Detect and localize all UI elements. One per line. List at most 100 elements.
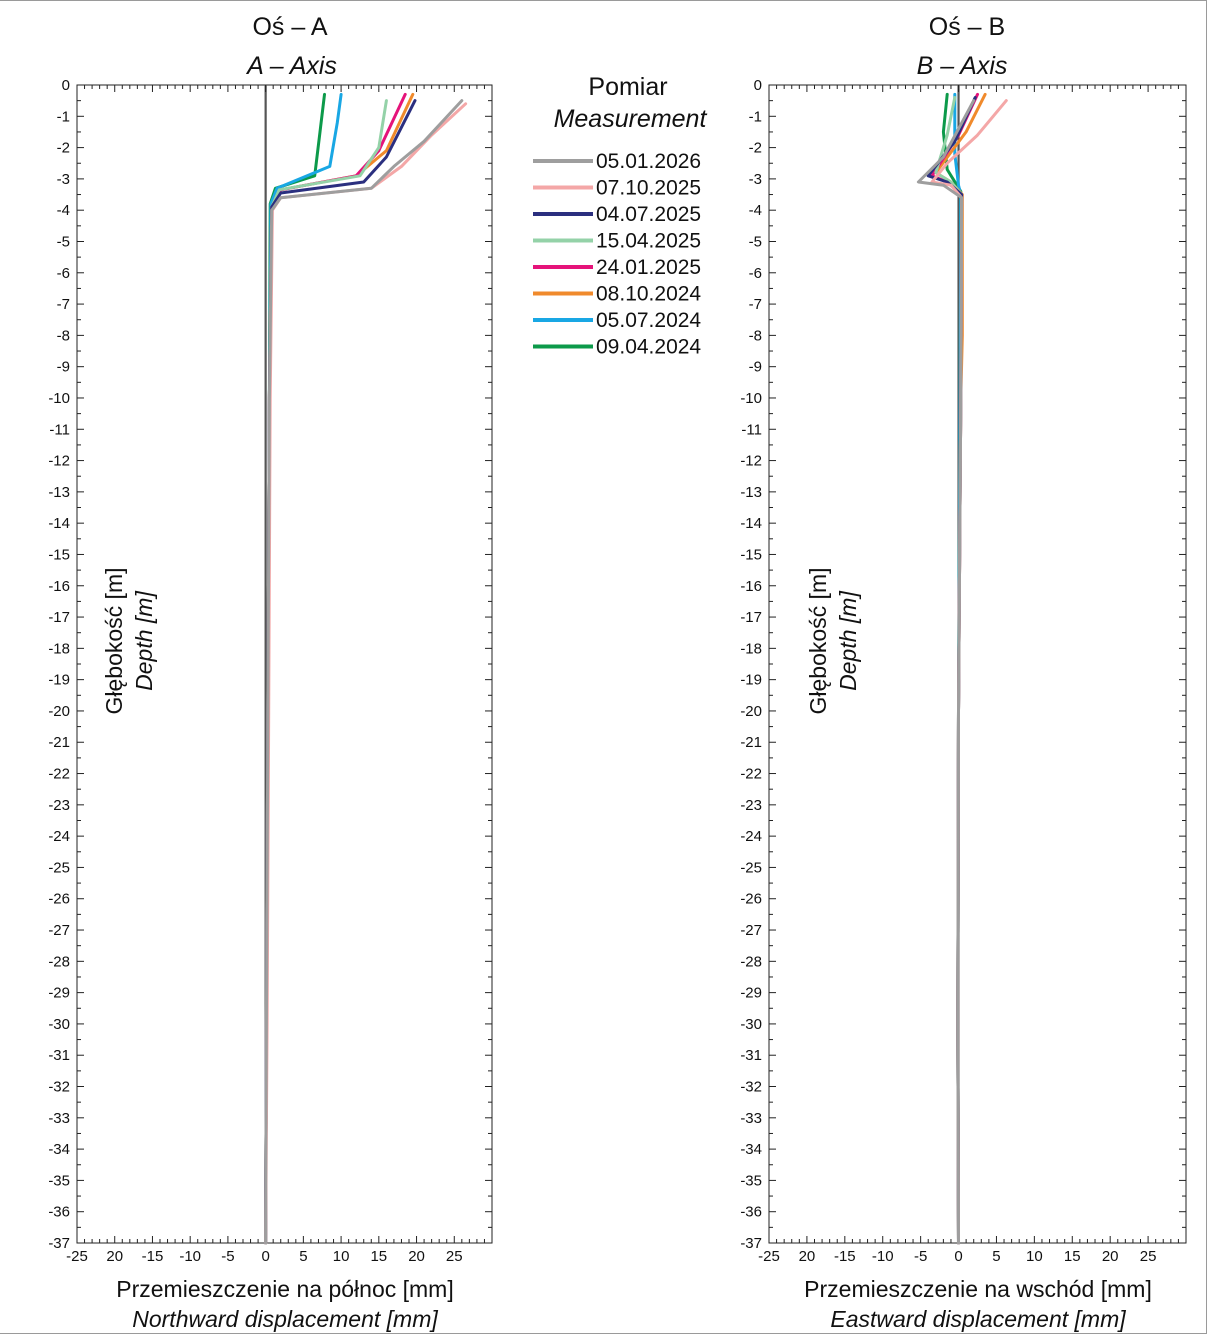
chart-b-y-tick-label: -31 (740, 1047, 762, 1064)
chart-b-series-line (916, 99, 976, 1245)
chart-a-y-tick-label: -37 (48, 1235, 70, 1252)
chart-a-y-tick-label: -22 (48, 766, 70, 783)
chart-a-y-tick-label: -15 (48, 546, 70, 563)
chart-a-y-tick-label: -7 (57, 296, 70, 313)
chart-a-x-tick-label: -25 (66, 1248, 88, 1265)
chart-a-ylabel: Głębokość [m] (101, 568, 127, 715)
chart-b-y-tick-label: -17 (740, 609, 762, 626)
chart-a-y-tick-label: -8 (57, 327, 70, 344)
chart-a-y-tick-label: -5 (57, 233, 70, 250)
chart-b-y-tick-label: -20 (740, 703, 762, 720)
chart-b-x-tick-label: 20 (799, 1248, 816, 1265)
chart-a-y-tick-label: -14 (48, 515, 70, 532)
chart-a-y-tick-label: -9 (57, 359, 70, 376)
chart-a-y-tick-label: -4 (57, 202, 70, 219)
chart-a-y-tick-label: -23 (48, 797, 70, 814)
chart-a-x-tick-label: 10 (333, 1248, 350, 1265)
chart-a-plot: -25 20 -15 -10 -5 0 5 10 15 20 25 0 -1 -2 -3 -4 -5 -6 -7 -8… (48, 77, 493, 1265)
chart-b-x-tick-label: 25 (1140, 1248, 1157, 1265)
chart-b-y-tick-label: -15 (740, 546, 762, 563)
chart-a-x-tick-label: -10 (179, 1248, 201, 1265)
chart-b-y-tick-label: -26 (740, 891, 762, 908)
chart-b-x-tick-label: 10 (1026, 1248, 1043, 1265)
chart-a-title: Oś – A (252, 13, 327, 41)
legend-entry-label: 15.04.2025 (596, 230, 701, 253)
chart-b-xlabel2: Eastward displacement [mm] (830, 1306, 1126, 1332)
chart-a-series-line (264, 92, 326, 1245)
legend-entry-label: 08.10.2024 (596, 283, 701, 306)
legend-entry-label: 05.01.2026 (596, 150, 701, 173)
chart-b-y-tick-label: -30 (740, 1016, 762, 1033)
chart-a-y-tick-label: -3 (57, 171, 70, 188)
chart-a-x-tick-label: 25 (446, 1248, 463, 1265)
chart-b-y-tick-label: -5 (749, 233, 762, 250)
legend-title: Pomiar (588, 73, 667, 101)
chart-a-y-tick-label: -36 (48, 1204, 70, 1221)
chart-b-ylabel: Głębokość [m] (805, 568, 831, 715)
chart-a-y-tick-label: -33 (48, 1110, 70, 1127)
chart-a-y-tick-label: -17 (48, 609, 70, 626)
chart-a-x-tick-label: 0 (261, 1248, 269, 1265)
chart-a-x-tick-label: 20 (106, 1248, 123, 1265)
legend-entry-label: 04.07.2025 (596, 203, 701, 226)
chart-a-subtitle: A – Axis (245, 52, 337, 80)
chart-b-y-tick-label: -4 (749, 202, 762, 219)
chart-b-y-tick-label: -32 (740, 1079, 762, 1096)
chart-b-x-tick-label: 20 (1102, 1248, 1119, 1265)
chart-a-y-tick-label: -2 (57, 140, 70, 157)
chart-a-y-tick-label: -32 (48, 1079, 70, 1096)
chart-a-y-tick-label: -18 (48, 640, 70, 657)
chart-a-y-tick-label: -1 (57, 108, 70, 125)
chart-b-x-tick-label: 15 (1064, 1248, 1081, 1265)
chart-a-series-line (264, 99, 417, 1245)
chart-b-y-tick-label: -33 (740, 1110, 762, 1127)
chart-b-y-tick-label: 0 (754, 77, 762, 94)
chart-a-x-tick-label: -5 (221, 1248, 234, 1265)
chart-b-y-tick-label: -2 (749, 140, 762, 157)
chart-b-series-line (930, 92, 979, 1245)
chart-a-y-tick-label: -13 (48, 484, 70, 501)
chart-a-series-line (264, 99, 464, 1245)
chart-b-plot: -25 20 -15 -10 -5 0 5 10 15 20 25 0 -1 -2 -3 -4 -5 -6 -7 -8… (740, 77, 1187, 1265)
chart-b-y-tick-label: -35 (740, 1172, 762, 1189)
chart-a-y-tick-label: -25 (48, 859, 70, 876)
chart-b-y-tick-label: -27 (740, 922, 762, 939)
chart-b-y-tick-label: -7 (749, 296, 762, 313)
chart-b-x-tick-label: -10 (872, 1248, 894, 1265)
chart-a-series-line (264, 92, 343, 1245)
chart-b-x-tick-label: -25 (758, 1248, 780, 1265)
chart-b-y-tick-label: -12 (740, 453, 762, 470)
chart-b-y-tick-label: -36 (740, 1204, 762, 1221)
legend-entry-label: 24.01.2025 (596, 256, 701, 279)
chart-b-plot-frame (768, 84, 1187, 1244)
chart-a-y-tick-label: -6 (57, 265, 70, 282)
chart-a-y-tick-label: -28 (48, 953, 70, 970)
chart-a-x-tick-label: 5 (299, 1248, 307, 1265)
chart-b-y-tick-label: -13 (740, 484, 762, 501)
chart-b-y-tick-label: -29 (740, 985, 762, 1002)
chart-b-y-tick-label: -1 (749, 108, 762, 125)
chart-b-y-tick-label: -37 (740, 1235, 762, 1252)
chart-b-y-tick-label: -8 (749, 327, 762, 344)
legend-entry-label: 05.07.2024 (596, 309, 701, 332)
chart-b-y-tick-label: -3 (749, 171, 762, 188)
chart-a-series-line (264, 92, 407, 1245)
chart-b-y-tick-label: -23 (740, 797, 762, 814)
chart-b-series-line (926, 96, 977, 1245)
chart-a-y-tick-label: -27 (48, 922, 70, 939)
chart-b-xlabel: Przemieszczenie na wschód [mm] (804, 1276, 1152, 1302)
chart-a-y-tick-label: -10 (48, 390, 70, 407)
chart-b-y-tick-label: -34 (740, 1141, 762, 1158)
chart-b-x-tick-label: 5 (992, 1248, 1000, 1265)
legend-entry-label: 09.04.2024 (596, 336, 701, 359)
chart-a-series-line (264, 92, 415, 1245)
chart-a-y-tick-label: -26 (48, 891, 70, 908)
chart-a-y-tick-label: -19 (48, 672, 70, 689)
legend-entry-label: 07.10.2025 (596, 177, 701, 200)
chart-a-y-tick-label: -35 (48, 1172, 70, 1189)
chart-b-y-tick-label: -11 (741, 421, 762, 438)
chart-a-y-tick-label: -12 (48, 453, 70, 470)
chart-a-x-tick-label: 20 (408, 1248, 425, 1265)
